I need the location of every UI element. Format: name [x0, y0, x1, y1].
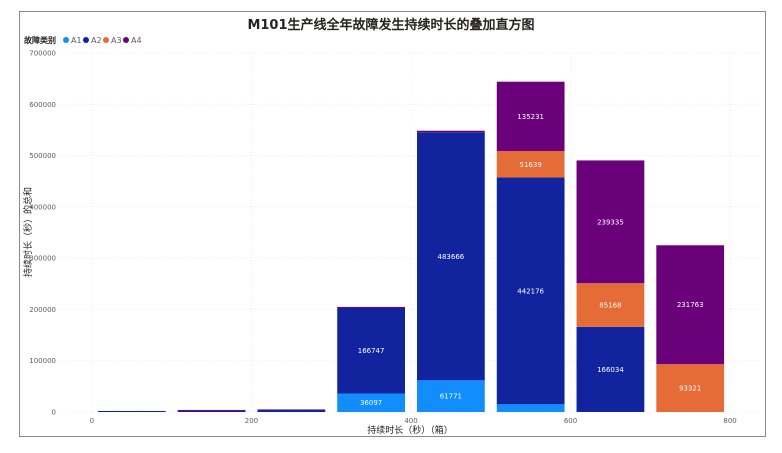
data-label-bg — [356, 396, 386, 409]
y-tick-label: 700000 — [29, 50, 56, 58]
bar-a2-bin-200 — [257, 409, 326, 412]
data-label: 442176 — [517, 287, 544, 295]
x-tick-label: 600 — [564, 417, 577, 425]
data-label: 51639 — [520, 161, 542, 169]
x-tick-label: 400 — [404, 417, 417, 425]
data-label-bg — [593, 363, 628, 376]
bar-a2-bin-100 — [177, 410, 246, 412]
data-label: 135231 — [517, 113, 544, 121]
legend-title: 故障类别 — [24, 35, 56, 45]
legend-label-a2: A2 — [91, 36, 102, 45]
bar-a4-bin-300 — [337, 306, 405, 308]
legend-label-a3: A3 — [111, 36, 122, 45]
data-label-bg — [354, 344, 388, 357]
y-tick-label: 0 — [52, 409, 56, 417]
legend-label-a4: A4 — [131, 36, 142, 45]
data-label-bg — [675, 382, 705, 395]
data-label: 239335 — [597, 218, 624, 226]
data-label: 231763 — [677, 301, 704, 309]
y-tick-label: 200000 — [29, 306, 56, 314]
x-tick-label: 0 — [90, 417, 94, 425]
data-label-bg — [513, 284, 548, 297]
data-label-bg — [436, 390, 466, 403]
legend-marker-a4 — [123, 37, 129, 43]
data-labels: 36097 166747 61771 483666 442176 51639 135231 1… — [354, 110, 708, 409]
legend-marker-a2 — [83, 37, 89, 43]
legend-marker-a3 — [103, 37, 109, 43]
data-label: 61771 — [440, 393, 462, 401]
x-axis-tick-labels: 0 200 400 600 800 — [90, 417, 737, 425]
bar-a1-bin-500 — [496, 404, 565, 412]
data-label-bg — [593, 215, 628, 228]
chart-title: M101生产线全年故障发生持续时长的叠加直方图 — [247, 17, 534, 33]
y-tick-label: 400000 — [29, 203, 56, 211]
data-label: 166034 — [597, 366, 624, 374]
x-tick-label: 200 — [245, 417, 258, 425]
bar-a2-bin-0 — [97, 410, 166, 412]
y-tick-label: 600000 — [29, 101, 56, 109]
grid-lines — [60, 52, 762, 413]
y-axis-tick-labels: 0 100000 200000 300000 400000 500000 600000 700… — [29, 50, 56, 417]
y-tick-label: 300000 — [29, 255, 56, 263]
x-tick-label: 800 — [723, 417, 736, 425]
y-tick-label: 100000 — [29, 357, 56, 365]
data-label-bg — [595, 299, 625, 312]
data-label: 483666 — [438, 253, 465, 261]
x-axis-title: 持续时长（秒）（箱） — [367, 424, 453, 436]
y-axis-title: 持续时长（秒）的总和 — [22, 187, 34, 277]
legend-marker-a1 — [63, 37, 69, 43]
data-label-bg — [673, 298, 708, 311]
legend: A1 A2 A3 A4 — [63, 36, 142, 45]
data-label: 36097 — [360, 399, 382, 407]
data-label-bg — [513, 110, 548, 123]
bar-a4-bin-100 — [177, 409, 246, 411]
data-label: 166747 — [358, 347, 385, 355]
bar-a4-bin-200 — [257, 409, 326, 411]
data-label-bg — [516, 158, 546, 171]
data-label-bg — [434, 250, 468, 263]
data-label: 85168 — [599, 302, 621, 310]
legend-label-a1: A1 — [71, 36, 82, 45]
bar-a4-bin-400 — [417, 130, 485, 133]
y-tick-label: 500000 — [29, 152, 56, 160]
data-label: 93321 — [679, 385, 701, 393]
